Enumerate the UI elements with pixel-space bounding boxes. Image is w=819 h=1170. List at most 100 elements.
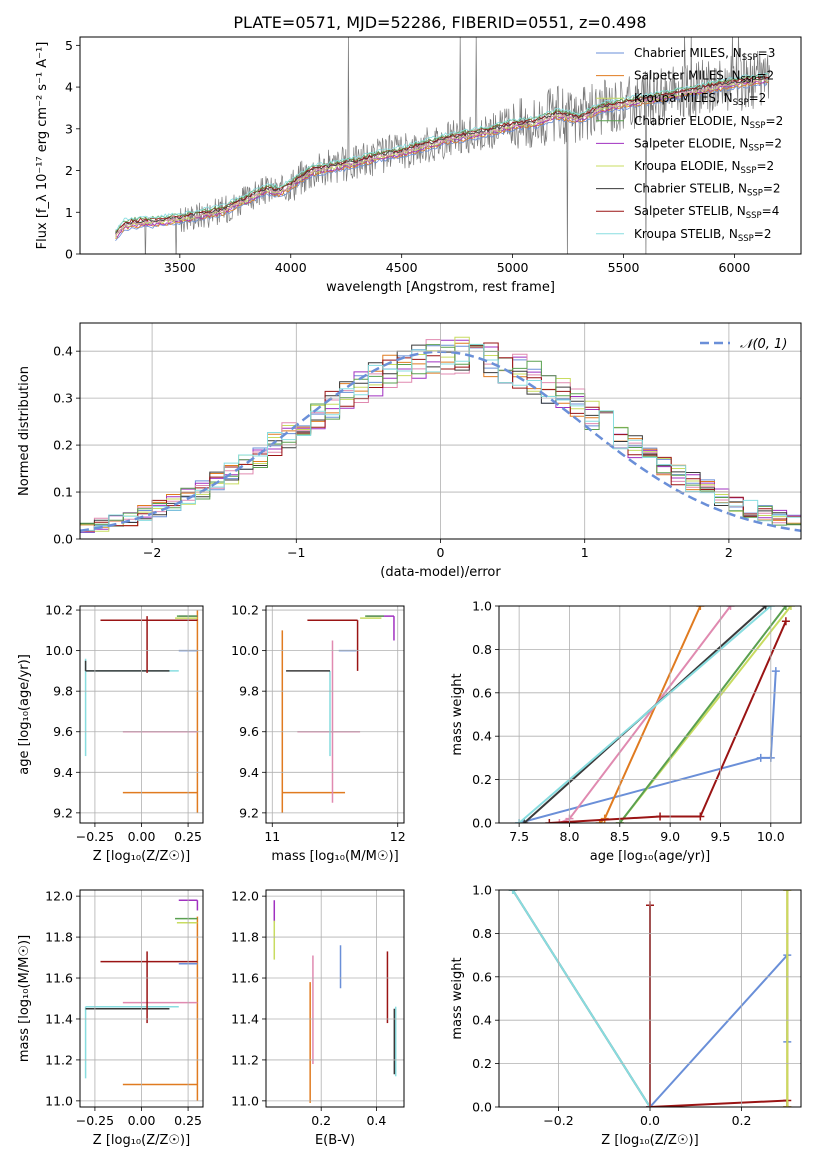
y-axis-label: Normed distribution <box>17 366 32 496</box>
x-tick-label: 9.5 <box>711 829 731 844</box>
y-tick-label: 9.4 <box>239 765 259 780</box>
y-tick-label: 11.8 <box>231 930 259 945</box>
y-tick-label: 10.0 <box>231 643 259 658</box>
y-tick-label: 0.0 <box>472 1100 492 1115</box>
plus-marker <box>771 667 780 676</box>
y-tick-label: 11.0 <box>231 1093 259 1108</box>
legend-label: Kroupa ELODIE, NSSP=2 <box>634 159 774 176</box>
y-axis-label: mass weight <box>450 673 465 755</box>
y-tick-label: 0.4 <box>472 729 492 744</box>
plus-marker <box>696 606 705 610</box>
y-tick-label: 11.0 <box>45 1093 73 1108</box>
panel-mass_vs_EBV: 0.2 0.4 11.0 11.2 11.4 11.6 11.8 12.0 E(B-V) <box>231 889 405 1148</box>
y-tick-label: 1.0 <box>472 883 492 898</box>
legend-label: Kroupa MILES, NSSP=2 <box>634 91 766 108</box>
x-axis-label: Z [log₁₀(Z/Z☉)] <box>93 1133 190 1148</box>
y-axis-label: mass weight <box>450 957 465 1039</box>
y-tick-label: 11.6 <box>231 971 259 986</box>
x-tick-label: 4000 <box>275 260 307 275</box>
y-tick-label: 11.8 <box>45 930 73 945</box>
y-tick-label: 0.2 <box>53 438 73 453</box>
x-tick-label: 5000 <box>497 260 529 275</box>
panel-age_vs_Z: −0.25 0.00 0.25 9.2 9.4 9.6 9.8 10.0 10.2 Z [log₁… <box>17 603 204 864</box>
y-axis-label: Flux [f_λ 10⁻¹⁷ erg cm⁻² s⁻¹ A⁻¹] <box>35 42 50 250</box>
x-tick-label: 7.5 <box>509 829 529 844</box>
x-tick-label: −2 <box>143 545 161 560</box>
x-tick-label: 0.25 <box>174 1113 202 1128</box>
panel-massweight_vs_Z: −0.2 0.0 0.2 0.0 0.2 0.4 0.6 0.8 1.0 Z [log₁₀(Z/Z… <box>450 883 802 1148</box>
y-tick-label: 10.0 <box>45 643 73 658</box>
y-tick-label: 4 <box>65 80 73 95</box>
plot-layer: 3500 4000 4500 5000 5500 6000012345wavelength… <box>17 36 802 1148</box>
x-axis-label: Z [log₁₀(Z/Z☉)] <box>601 1133 698 1148</box>
x-tick-label: −0.2 <box>543 1113 573 1128</box>
plus-marker <box>726 606 735 610</box>
plus-marker <box>781 617 790 626</box>
plus-marker <box>783 1103 792 1107</box>
y-tick-label: 3 <box>65 121 73 136</box>
plot-area <box>84 899 199 1101</box>
plot-area <box>115 37 771 254</box>
y-tick-label: 11.2 <box>231 1052 259 1067</box>
y-tick-label: 0.0 <box>53 532 73 547</box>
x-tick-label: 8.0 <box>560 829 580 844</box>
axes-frame <box>265 605 405 824</box>
x-tick-label: 0.25 <box>174 829 202 844</box>
legend: Chabrier MILES, NSSP=3 Salpeter MILES, NS… <box>596 46 783 244</box>
axes-frame <box>498 605 802 824</box>
y-tick-label: 9.6 <box>239 724 259 739</box>
plot-area <box>273 900 397 1103</box>
x-axis-label: (data-model)/error <box>380 565 501 580</box>
x-axis-label: Z [log₁₀(Z/Z☉)] <box>93 849 190 864</box>
x-tick-label: 1 <box>581 545 589 560</box>
x-axis-label: E(B-V) <box>315 1133 355 1148</box>
x-tick-label: −0.25 <box>76 1113 114 1128</box>
x-tick-label: 0.4 <box>366 1113 386 1128</box>
legend-label: 𝒩(0, 1) <box>740 337 787 352</box>
legend-label: Salpeter MILES, NSSP=2 <box>634 69 774 86</box>
x-axis-label: age [log₁₀(age/yr)] <box>590 849 711 864</box>
legend-label: Salpeter STELIB, NSSP=4 <box>634 204 779 221</box>
x-tick-label: 4500 <box>386 260 418 275</box>
y-tick-label: 0 <box>65 247 73 262</box>
x-tick-label: 0.0 <box>640 1113 660 1128</box>
x-tick-label: 11 <box>264 829 280 844</box>
axes-frame <box>79 605 204 824</box>
series-line <box>511 890 651 1107</box>
y-tick-label: 12.0 <box>45 889 73 904</box>
y-tick-label: 0.2 <box>472 1056 492 1071</box>
series-line <box>518 606 772 823</box>
series-line <box>619 606 787 823</box>
legend-label: Chabrier MILES, NSSP=3 <box>634 46 775 63</box>
y-tick-label: 2 <box>65 163 73 178</box>
axes-frame <box>79 36 802 255</box>
y-tick-label: 0.4 <box>53 344 73 359</box>
y-tick-label: 0.0 <box>472 816 492 831</box>
panel-massweight_vs_age: 7.5 8.0 8.5 9.0 9.5 10.0 0.0 0.2 0.4 0.6 0.8 1.0 age… <box>450 599 802 864</box>
model-spectrum-line <box>115 73 769 233</box>
x-tick-label: 0.00 <box>128 1113 156 1128</box>
plus-marker <box>786 606 795 610</box>
y-tick-label: 10.2 <box>45 603 73 618</box>
y-tick-label: 1.0 <box>472 599 492 614</box>
panel-mass_vs_Z: −0.25 0.00 0.25 11.0 11.2 11.4 11.6 11.8 12.0 Z [… <box>17 889 204 1148</box>
plot-area <box>515 606 795 823</box>
panel-age_vs_mass: 11 12 9.2 9.4 9.6 9.8 10.0 10.2 mass [log₁₀(M/M☉… <box>231 603 406 864</box>
plus-marker <box>545 819 554 823</box>
plus-marker <box>656 812 665 821</box>
panel-residuals: −2 −1 0 1 2 0.0 0.1 0.2 0.3 0.4 (data-model)/error… <box>17 322 802 580</box>
series-line <box>549 620 787 823</box>
y-tick-label: 9.8 <box>239 684 259 699</box>
y-tick-label: 9.2 <box>53 805 73 820</box>
plus-marker <box>520 819 529 823</box>
x-tick-label: 8.5 <box>610 829 630 844</box>
series-line <box>518 671 777 823</box>
y-tick-label: 11.2 <box>45 1052 73 1067</box>
y-tick-label: 11.4 <box>231 1011 259 1026</box>
y-tick-label: 0.6 <box>472 969 492 984</box>
plus-marker <box>696 812 705 821</box>
y-tick-label: 5 <box>65 38 73 53</box>
plus-marker <box>781 606 790 610</box>
x-tick-label: 9.0 <box>660 829 680 844</box>
